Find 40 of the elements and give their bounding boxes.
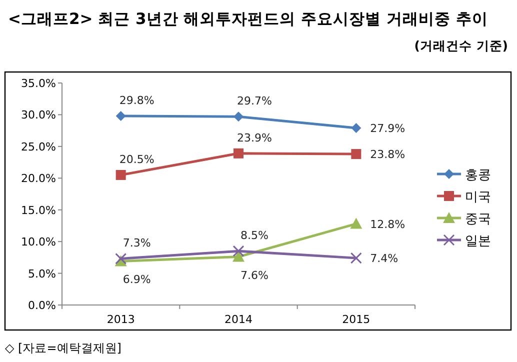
data-label: 29.8% — [119, 94, 154, 107]
data-label: 20.5% — [119, 152, 154, 166]
y-tick-label: 0.0% — [28, 299, 56, 312]
point — [234, 148, 244, 158]
chart-title: <그래프2> 최근 3년간 해외투자펀드의 주요시장별 거래비중 추이 — [8, 10, 488, 28]
y-tick-label: 5.0% — [28, 267, 56, 280]
point — [350, 252, 362, 264]
data-label: 12.8% — [370, 218, 406, 231]
text: ◇ [자료=예탁결제원] — [5, 341, 122, 355]
data-label: 7.6% — [240, 268, 268, 282]
y-tick-label: 25.0% — [21, 140, 56, 154]
point — [116, 170, 126, 180]
x-tick-label: 2015 — [342, 313, 370, 326]
data-label: 23.8% — [370, 148, 406, 162]
point — [350, 218, 362, 229]
data-label: 7.4% — [370, 252, 398, 266]
y-tick-label: 30.0% — [21, 108, 56, 122]
point — [116, 110, 126, 121]
legend-label: 중국 — [465, 212, 491, 227]
legend-label: 미국 — [465, 190, 491, 205]
data-label: 6.9% — [122, 273, 151, 286]
data-label: 7.3% — [122, 236, 151, 250]
x-tick-label: 2014 — [224, 313, 252, 326]
y-tick-label: 35.0% — [21, 77, 56, 90]
point — [115, 252, 127, 264]
y-tick-label: 20.0% — [21, 172, 56, 186]
point — [234, 112, 244, 122]
point — [351, 149, 362, 160]
legend-label: 홍콩 — [465, 168, 491, 183]
point — [351, 123, 362, 134]
y-tick-label: 15.0% — [21, 204, 56, 217]
text: (거래건수 기준) — [414, 38, 508, 53]
y-tick-label: 10.0% — [21, 236, 56, 249]
data-label: 29.7% — [237, 94, 272, 108]
legend-label: 일본 — [465, 234, 491, 249]
point — [232, 245, 244, 257]
data-label: 27.9% — [370, 122, 406, 136]
x-tick-label: 2013 — [106, 313, 135, 326]
data-label: 23.9% — [237, 131, 272, 144]
data-label: 8.5% — [240, 229, 268, 242]
